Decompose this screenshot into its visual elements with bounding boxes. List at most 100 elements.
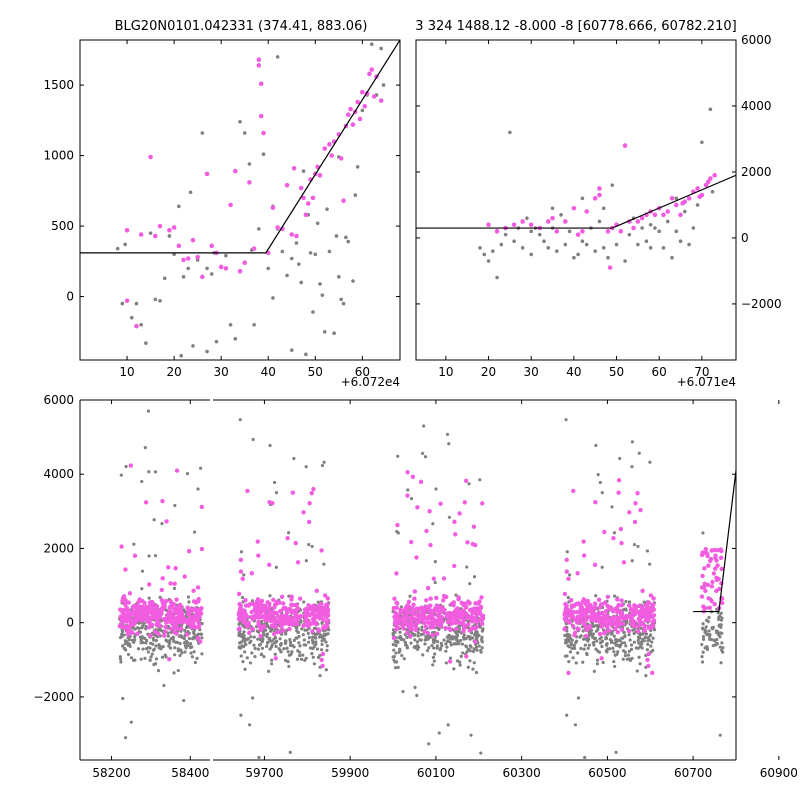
data-point-magenta xyxy=(479,595,484,600)
data-point-magenta xyxy=(167,228,172,233)
data-point-magenta xyxy=(163,629,168,634)
data-point-gray xyxy=(261,152,266,156)
data-point-magenta xyxy=(241,620,247,625)
data-point-gray xyxy=(402,657,406,661)
data-point-gray xyxy=(642,639,646,643)
data-point-gray xyxy=(632,543,637,547)
data-point-gray xyxy=(297,262,301,266)
data-point-gray xyxy=(146,650,150,654)
data-point-magenta xyxy=(304,621,309,627)
data-point-magenta xyxy=(435,613,440,618)
data-point-gray xyxy=(718,635,722,639)
data-point-magenta xyxy=(273,624,279,629)
data-point-magenta xyxy=(258,627,264,633)
data-point-gray xyxy=(399,637,404,641)
data-point-magenta xyxy=(265,616,271,621)
data-point-gray xyxy=(205,266,209,271)
data-point-gray xyxy=(224,253,228,258)
data-point-gray xyxy=(168,641,172,645)
data-point-gray xyxy=(393,666,398,670)
data-point-gray xyxy=(268,594,272,598)
data-point-magenta xyxy=(267,500,272,505)
data-point-gray xyxy=(153,470,158,474)
data-point-gray xyxy=(126,636,130,640)
data-point-magenta xyxy=(592,562,598,567)
data-point-gray xyxy=(200,636,204,640)
data-point-gray xyxy=(720,616,724,620)
data-point-magenta xyxy=(304,617,309,622)
data-point-gray xyxy=(193,660,198,665)
data-point-magenta xyxy=(256,57,262,63)
data-point-magenta xyxy=(599,624,604,629)
data-point-gray xyxy=(480,646,484,650)
bottom-panel: 58200 58400 59700 59900 60100 60300 60500 60700… xyxy=(33,393,798,780)
data-point-gray xyxy=(591,641,595,645)
data-point-magenta xyxy=(649,602,655,608)
data-point-gray xyxy=(613,664,617,669)
data-point-magenta xyxy=(168,599,173,604)
data-point-magenta xyxy=(646,600,652,605)
data-point-gray xyxy=(433,580,437,585)
data-point-gray xyxy=(700,140,704,145)
data-point-gray xyxy=(255,629,259,633)
data-point-gray xyxy=(257,755,261,760)
data-point-magenta xyxy=(289,597,294,602)
data-point-magenta xyxy=(646,607,651,612)
data-point-gray xyxy=(268,636,272,640)
data-point-gray xyxy=(637,641,641,645)
data-point-magenta xyxy=(454,626,459,631)
data-point-magenta xyxy=(168,581,173,586)
data-point-magenta xyxy=(569,597,574,603)
data-point-gray xyxy=(566,637,570,641)
data-point-magenta xyxy=(259,598,265,604)
data-point-gray xyxy=(584,637,588,641)
data-point-gray xyxy=(268,647,272,651)
data-point-gray xyxy=(661,246,666,250)
data-point-gray xyxy=(409,641,413,645)
data-point-gray xyxy=(237,633,241,638)
data-point-gray xyxy=(198,466,203,470)
data-point-gray xyxy=(272,637,276,641)
data-point-magenta xyxy=(435,631,440,637)
data-point-gray xyxy=(320,648,324,652)
data-point-gray xyxy=(621,636,625,640)
data-point-gray xyxy=(447,515,451,519)
data-point-magenta xyxy=(711,571,717,576)
data-point-gray xyxy=(576,651,580,655)
data-point-gray xyxy=(623,634,627,638)
data-point-magenta xyxy=(590,617,595,622)
data-point-gray xyxy=(636,646,640,650)
data-point-gray xyxy=(450,635,455,639)
data-point-magenta xyxy=(571,609,577,615)
data-point-gray xyxy=(708,107,713,112)
data-point-gray xyxy=(164,638,168,642)
data-point-gray xyxy=(123,736,128,740)
data-point-magenta xyxy=(246,603,251,608)
data-point-magenta xyxy=(624,615,629,621)
data-point-gray xyxy=(283,658,288,662)
data-point-magenta xyxy=(261,614,266,620)
data-point-magenta xyxy=(678,212,683,218)
data-point-gray xyxy=(322,460,326,464)
data-point-magenta xyxy=(438,501,443,506)
data-point-gray xyxy=(392,655,396,659)
data-point-gray xyxy=(651,636,655,640)
data-point-gray xyxy=(137,621,141,625)
data-point-magenta xyxy=(615,605,620,610)
data-point-magenta xyxy=(401,614,407,619)
data-point-gray xyxy=(412,645,416,649)
data-point-gray xyxy=(572,255,576,260)
data-point-gray xyxy=(570,646,574,650)
data-point-magenta xyxy=(606,620,612,626)
data-point-gray xyxy=(647,638,651,642)
data-point-magenta xyxy=(322,593,328,598)
data-point-magenta xyxy=(310,629,315,634)
data-point-gray xyxy=(581,629,585,633)
data-point-gray xyxy=(444,649,448,653)
data-point-magenta xyxy=(283,606,288,611)
data-point-gray xyxy=(576,252,580,257)
data-point-gray xyxy=(181,275,186,279)
data-point-magenta xyxy=(301,510,306,515)
data-point-gray xyxy=(572,643,576,648)
